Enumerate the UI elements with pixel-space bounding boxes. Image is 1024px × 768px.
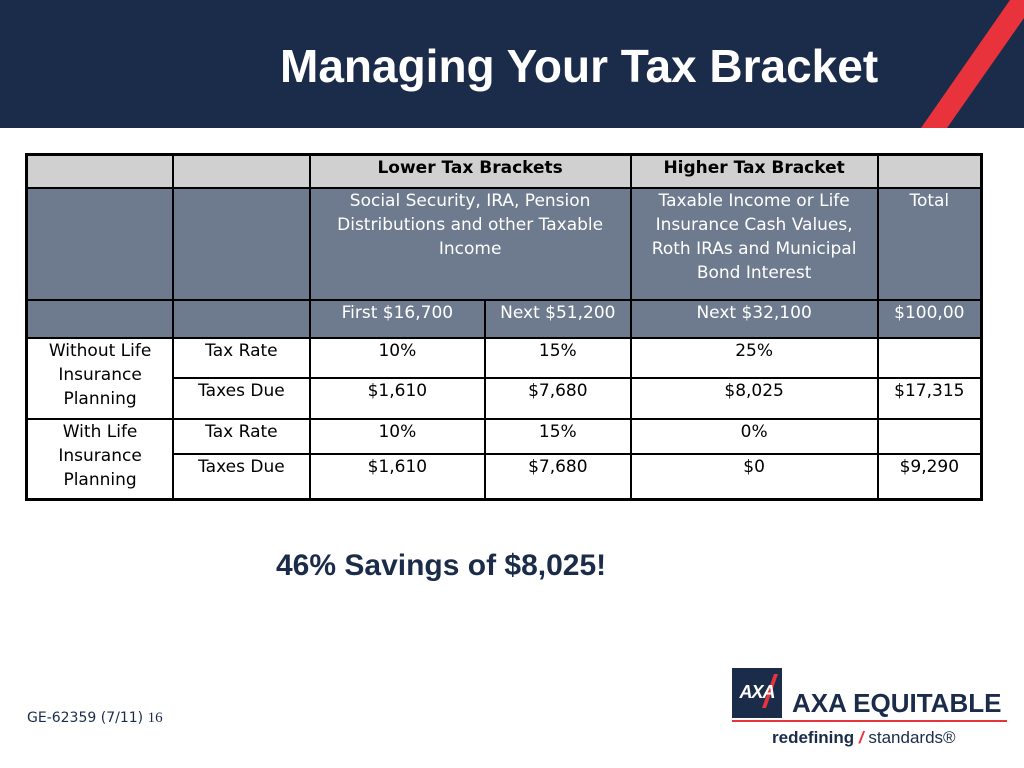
- company-name: AXA EQUITABLE: [792, 688, 1002, 718]
- red-diagonal-stripe: [921, 0, 1024, 128]
- table-row: Without Life Insurance Planning Tax Rate…: [25, 336, 983, 420]
- axa-equitable-logo: AXA AXA EQUITABLE redefining / standards…: [732, 668, 1007, 752]
- page-title: Managing Your Tax Bracket: [280, 40, 879, 92]
- header-cell: [172, 153, 311, 189]
- table-cell: [876, 336, 983, 379]
- higher-bracket-description: Taxable Income or Life Insurance Cash Va…: [629, 186, 879, 301]
- table-cell: $17,315: [876, 376, 983, 420]
- table-row: Taxes Due $1,610 $7,680 $0 $9,290: [27, 452, 983, 501]
- document-code: GE-62359 (7/11): [27, 710, 144, 726]
- tagline-bold: redefining: [772, 728, 855, 747]
- table-cell: 25%: [629, 336, 879, 379]
- lower-tax-brackets-header: Lower Tax Brackets: [308, 153, 632, 189]
- description-cell: [172, 186, 311, 301]
- table-cell: $1,610: [308, 376, 487, 420]
- amount-cell: Next $51,200: [484, 298, 632, 339]
- header-cell: [876, 153, 983, 189]
- table-cell: 0%: [629, 417, 879, 455]
- tax-bracket-table: Lower Tax Brackets Higher Tax Bracket So…: [25, 153, 983, 501]
- lower-bracket-description: Social Security, IRA, Pension Distributi…: [308, 186, 632, 301]
- tagline-slash: /: [858, 728, 864, 747]
- table-cell: $9,290: [876, 452, 983, 501]
- logo-divider: [732, 720, 1007, 722]
- title-bar: Managing Your Tax Bracket: [0, 0, 1024, 128]
- row-label: Taxes Due: [172, 452, 311, 501]
- table-cell: $7,680: [484, 452, 632, 501]
- group-label: Without Life Insurance Planning: [25, 336, 175, 420]
- row-label: Tax Rate: [172, 417, 311, 455]
- table-description-row: Social Security, IRA, Pension Distributi…: [25, 186, 983, 301]
- table-cell: 15%: [484, 336, 632, 379]
- savings-callout: 46% Savings of $8,025!: [276, 549, 607, 582]
- table-amount-row: First $16,700 Next $51,200 Next $32,100 …: [25, 298, 983, 339]
- table-cell: $0: [629, 452, 879, 501]
- amount-cell: Next $32,100: [629, 298, 879, 339]
- table-cell: $8,025: [629, 376, 879, 420]
- header-cell: [25, 153, 175, 189]
- axa-logo-mark: AXA: [732, 668, 782, 718]
- tagline-rest: standards®: [868, 728, 956, 747]
- amount-cell: First $16,700: [308, 298, 487, 339]
- total-label: Total: [876, 186, 983, 301]
- higher-tax-bracket-header: Higher Tax Bracket: [629, 153, 879, 189]
- total-amount-cell: $100,00: [876, 298, 983, 339]
- group-label: With Life Insurance Planning: [25, 417, 175, 501]
- amount-cell: [172, 298, 311, 339]
- table-header-row: Lower Tax Brackets Higher Tax Bracket: [25, 153, 983, 189]
- table-cell: 10%: [308, 417, 487, 455]
- table-row: With Life Insurance Planning Tax Rate 10…: [25, 417, 983, 501]
- axa-mark-text: AXA: [739, 682, 775, 702]
- table-row: Taxes Due $1,610 $7,680 $8,025 $17,315: [27, 376, 983, 420]
- logo-tagline: redefining / standards®: [772, 726, 956, 750]
- row-label: Tax Rate: [172, 336, 311, 379]
- axa-slash-icon: [762, 674, 778, 708]
- amount-cell: [25, 298, 175, 339]
- description-cell: [25, 186, 175, 301]
- table-cell: [876, 417, 983, 455]
- footer-code: GE-62359 (7/11) 16: [27, 708, 163, 728]
- table-cell: $1,610: [308, 452, 487, 501]
- table-cell: $7,680: [484, 376, 632, 420]
- table-cell: 15%: [484, 417, 632, 455]
- row-label: Taxes Due: [172, 376, 311, 420]
- table-cell: 10%: [308, 336, 487, 379]
- page-number: 16: [147, 710, 163, 726]
